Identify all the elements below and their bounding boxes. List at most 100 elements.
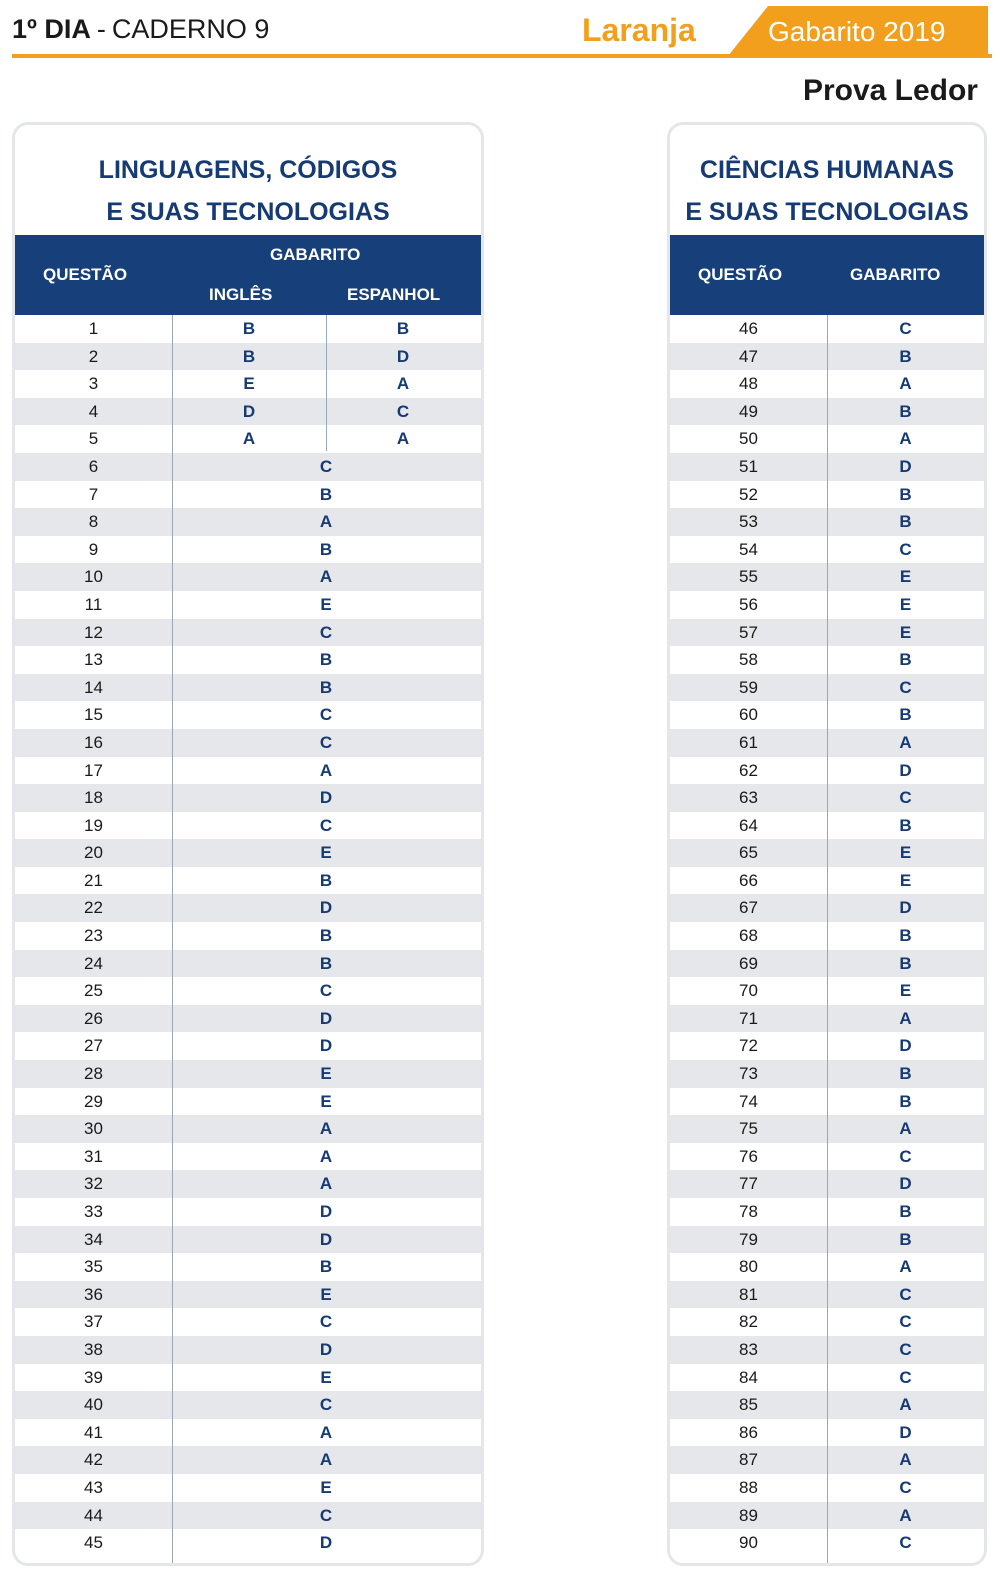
question-number: 10 bbox=[84, 567, 103, 587]
question-number: 58 bbox=[739, 650, 758, 670]
answer: B bbox=[899, 1229, 912, 1249]
separator: - bbox=[96, 14, 106, 44]
table-row: 72 D bbox=[670, 1032, 984, 1060]
table-row: 36 E bbox=[15, 1280, 481, 1309]
question-number: 45 bbox=[84, 1533, 103, 1553]
answer: D bbox=[319, 788, 333, 808]
answer-english: B bbox=[242, 346, 256, 366]
table-row: 13 B bbox=[15, 646, 481, 674]
table-row: 88 C bbox=[670, 1474, 984, 1502]
answer: B bbox=[899, 401, 912, 421]
table-row: 5 A A bbox=[15, 425, 481, 453]
question-number: 44 bbox=[84, 1505, 103, 1525]
answer-english: E bbox=[243, 374, 255, 394]
question-number: 55 bbox=[739, 567, 758, 587]
table-row: 82 C bbox=[670, 1308, 984, 1336]
answer: D bbox=[899, 760, 912, 780]
answer-key-badge: Gabarito 2019 bbox=[768, 16, 946, 47]
column-divider bbox=[827, 315, 828, 1563]
booklet: CADERNO 9 bbox=[111, 14, 270, 44]
languages-panel: LINGUAGENS, CÓDIGOS E SUAS TECNOLOGIAS Q… bbox=[12, 122, 484, 1566]
question-number: 47 bbox=[739, 346, 758, 366]
answer: B bbox=[899, 346, 912, 366]
question-number: 7 bbox=[88, 484, 99, 504]
table-row: 33 D bbox=[15, 1198, 481, 1226]
table-row: 86 D bbox=[670, 1419, 984, 1447]
answer: C bbox=[899, 1477, 912, 1497]
answer: D bbox=[899, 456, 912, 476]
badge-shape bbox=[728, 6, 988, 56]
answer-spanish: A bbox=[396, 374, 410, 394]
question-number: 19 bbox=[84, 815, 103, 835]
table-row: 25 C bbox=[15, 977, 481, 1005]
table-header: QUESTÃO GABARITO bbox=[670, 235, 984, 315]
question-number: 12 bbox=[84, 622, 103, 642]
table-row: 74 B bbox=[670, 1088, 984, 1116]
table-row: 76 C bbox=[670, 1143, 984, 1171]
question-number: 65 bbox=[739, 843, 758, 863]
answer: E bbox=[320, 1064, 332, 1084]
table-row: 39 E bbox=[15, 1364, 481, 1392]
answer: A bbox=[899, 374, 912, 394]
table-row: 70 E bbox=[670, 977, 984, 1005]
question-number: 6 bbox=[88, 456, 99, 476]
col-spanish: ESPANHOL bbox=[347, 285, 441, 304]
question-number: 34 bbox=[84, 1229, 103, 1249]
answer: D bbox=[319, 1202, 333, 1221]
question-number: 38 bbox=[84, 1339, 103, 1359]
title-line-2: E SUAS TECNOLOGIAS bbox=[106, 198, 390, 226]
question-number: 72 bbox=[739, 1036, 758, 1056]
question-number: 62 bbox=[739, 760, 758, 780]
column-divider bbox=[172, 315, 173, 1563]
answer: C bbox=[899, 1339, 912, 1359]
question-number: 76 bbox=[739, 1146, 758, 1166]
question-number: 86 bbox=[739, 1422, 758, 1442]
answer: E bbox=[899, 622, 912, 642]
table-row: 62 D bbox=[670, 757, 984, 785]
answer: B bbox=[319, 953, 333, 973]
question-number: 61 bbox=[739, 732, 758, 752]
answer: C bbox=[319, 981, 333, 1001]
table-row: 3 E A bbox=[15, 370, 481, 398]
question-number: 5 bbox=[88, 429, 99, 449]
answer: A bbox=[899, 1257, 912, 1277]
question-number: 23 bbox=[84, 926, 103, 946]
table-row: 12 C bbox=[15, 618, 481, 647]
answer: B bbox=[899, 1064, 912, 1084]
table-row: 68 B bbox=[670, 922, 984, 950]
answer-english: A bbox=[242, 429, 256, 449]
answer: C bbox=[899, 1284, 912, 1304]
table-row: 29 E bbox=[15, 1088, 481, 1116]
question-number: 80 bbox=[739, 1257, 758, 1277]
question-number: 82 bbox=[739, 1312, 758, 1332]
table-row: 84 C bbox=[670, 1364, 984, 1392]
title-line-1: LINGUAGENS, CÓDIGOS bbox=[98, 156, 398, 184]
table-row: 42 A bbox=[15, 1446, 481, 1474]
table-row: 10 A bbox=[15, 563, 481, 591]
answer: D bbox=[319, 1008, 333, 1028]
question-number: 21 bbox=[84, 870, 103, 890]
answer-spanish: C bbox=[396, 401, 410, 421]
answer: C bbox=[319, 456, 333, 476]
answer: C bbox=[899, 788, 912, 808]
question-number: 40 bbox=[84, 1395, 103, 1415]
question-number: 83 bbox=[739, 1339, 758, 1359]
question-number: 27 bbox=[84, 1036, 103, 1056]
question-number: 75 bbox=[739, 1119, 758, 1139]
answer: D bbox=[899, 898, 912, 918]
col-answer: GABARITO bbox=[850, 265, 941, 284]
question-number: 53 bbox=[739, 512, 758, 532]
answer: B bbox=[899, 1202, 912, 1221]
question-number: 84 bbox=[739, 1367, 758, 1387]
col-answer: GABARITO bbox=[270, 245, 361, 264]
table-row: 30 A bbox=[15, 1115, 481, 1143]
table-row: 24 B bbox=[15, 949, 481, 978]
question-number: 26 bbox=[84, 1008, 103, 1028]
question-number: 14 bbox=[84, 677, 103, 697]
question-number: 33 bbox=[84, 1202, 103, 1221]
answer: B bbox=[899, 484, 912, 504]
answer: D bbox=[899, 1422, 912, 1442]
table-row: 19 C bbox=[15, 812, 481, 840]
answer: B bbox=[899, 815, 912, 835]
table-row: 32 A bbox=[15, 1170, 481, 1198]
